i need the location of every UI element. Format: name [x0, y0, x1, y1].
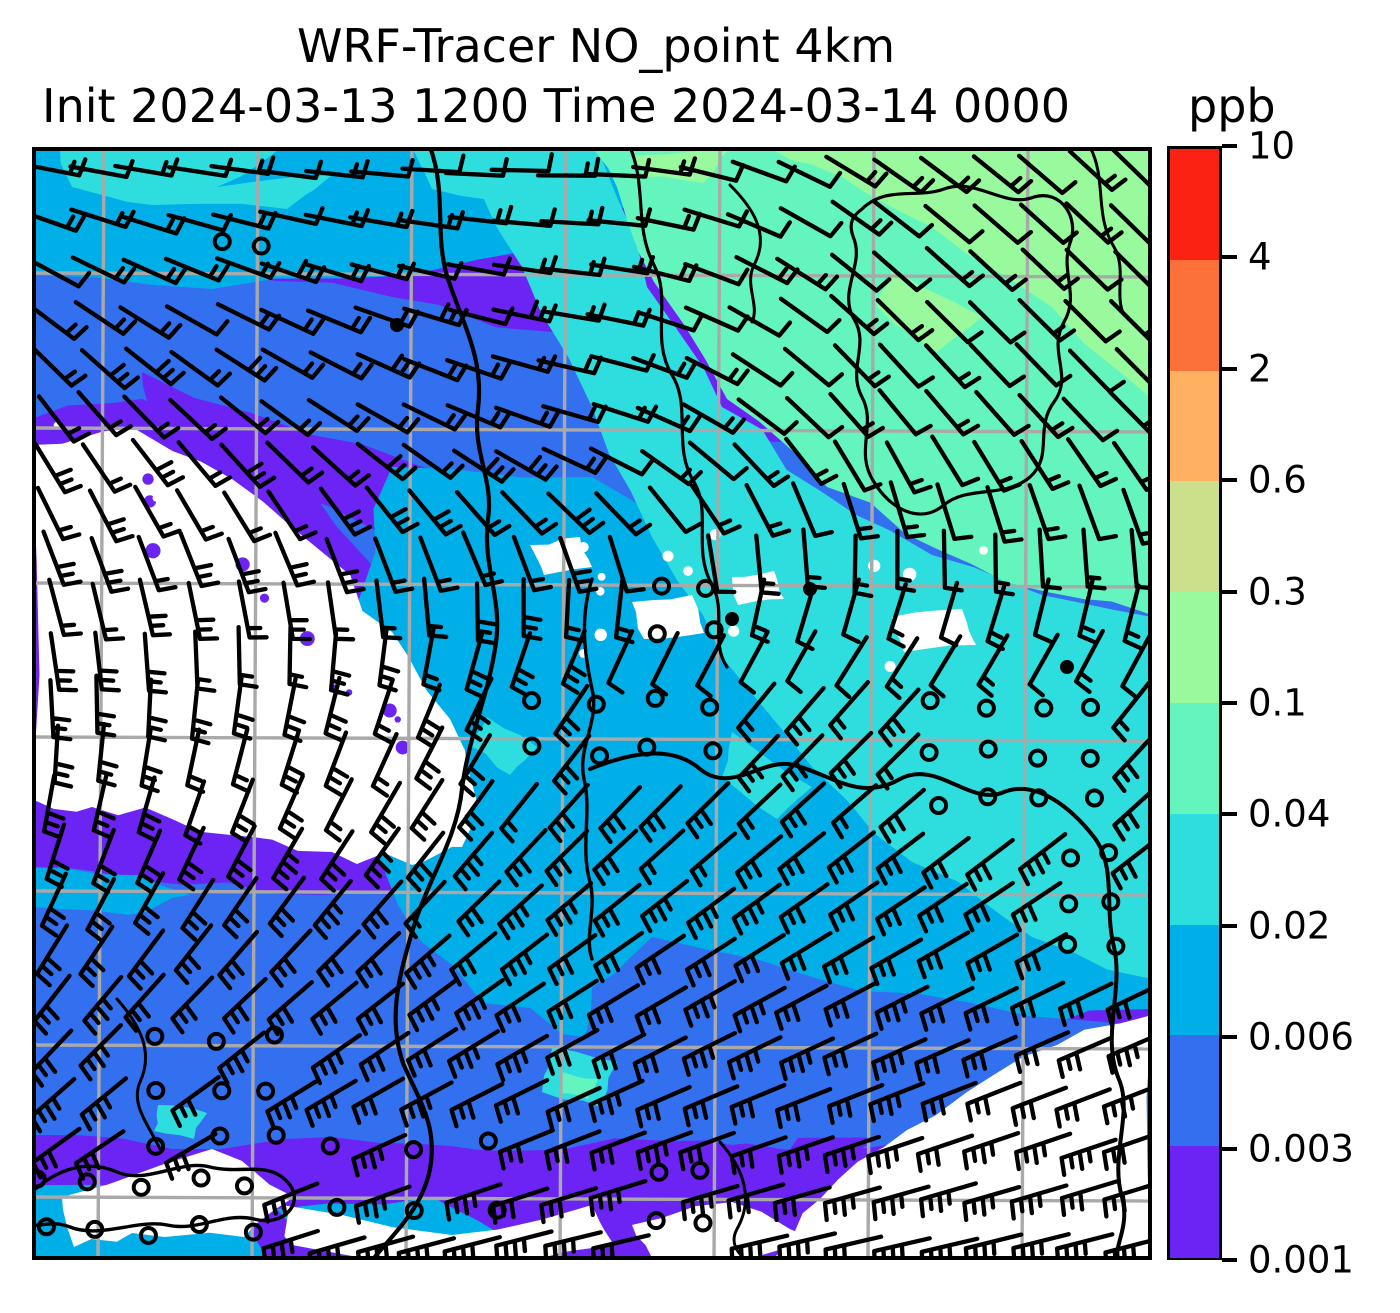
colorbar-tick-mark: [1222, 366, 1237, 371]
colorbar-tick-label: 0.04: [1248, 792, 1331, 836]
colorbar-tick-label: 0.02: [1248, 904, 1331, 948]
colorbar-segment: [1170, 149, 1219, 261]
colorbar: [1167, 146, 1222, 1260]
colorbar-tick-mark: [1222, 478, 1237, 483]
colorbar-unit-label: ppb: [1188, 79, 1276, 133]
colorbar-segment: [1170, 813, 1219, 926]
colorbar-segment: [1170, 481, 1219, 593]
colorbar-tick-mark: [1222, 255, 1237, 260]
colorbar-tick-mark: [1222, 1146, 1237, 1151]
colorbar-tick-mark: [1222, 1258, 1237, 1262]
colorbar-tick-mark: [1222, 701, 1237, 705]
colorbar-segment: [1170, 259, 1219, 372]
colorbar-tick-label: 10: [1248, 124, 1296, 168]
colorbar-tick-label: 4: [1248, 235, 1272, 279]
colorbar-segment: [1170, 924, 1219, 1036]
colorbar-tick-mark: [1222, 1035, 1237, 1040]
colorbar-tick-mark: [1222, 812, 1237, 817]
colorbar-tick-mark: [1222, 923, 1237, 928]
colorbar-tick-label: 0.3: [1248, 570, 1307, 614]
colorbar-tick-label: 0.003: [1248, 1127, 1354, 1171]
tracer-map-plot: [32, 147, 1152, 1260]
colorbar-segment: [1170, 592, 1219, 704]
colorbar-tick-label: 0.1: [1248, 681, 1307, 725]
colorbar-segment: [1170, 1035, 1219, 1147]
colorbar-tick-mark: [1222, 589, 1237, 594]
colorbar-tick-label: 0.006: [1248, 1015, 1354, 1059]
colorbar-tick-label: 2: [1248, 347, 1272, 391]
figure-subtitle: Init 2024-03-13 1200 Time 2024-03-14 000…: [42, 79, 1071, 133]
figure-title: WRF-Tracer NO_point 4km: [296, 19, 896, 73]
colorbar-tick-label: 0.001: [1248, 1238, 1354, 1282]
colorbar-tick-label: 0.6: [1248, 458, 1307, 502]
colorbar-segment: [1170, 370, 1219, 482]
colorbar-segment: [1170, 1146, 1219, 1258]
colorbar-segment: [1170, 703, 1219, 815]
colorbar-tick-mark: [1222, 144, 1237, 148]
map-canvas: [32, 147, 1152, 1260]
